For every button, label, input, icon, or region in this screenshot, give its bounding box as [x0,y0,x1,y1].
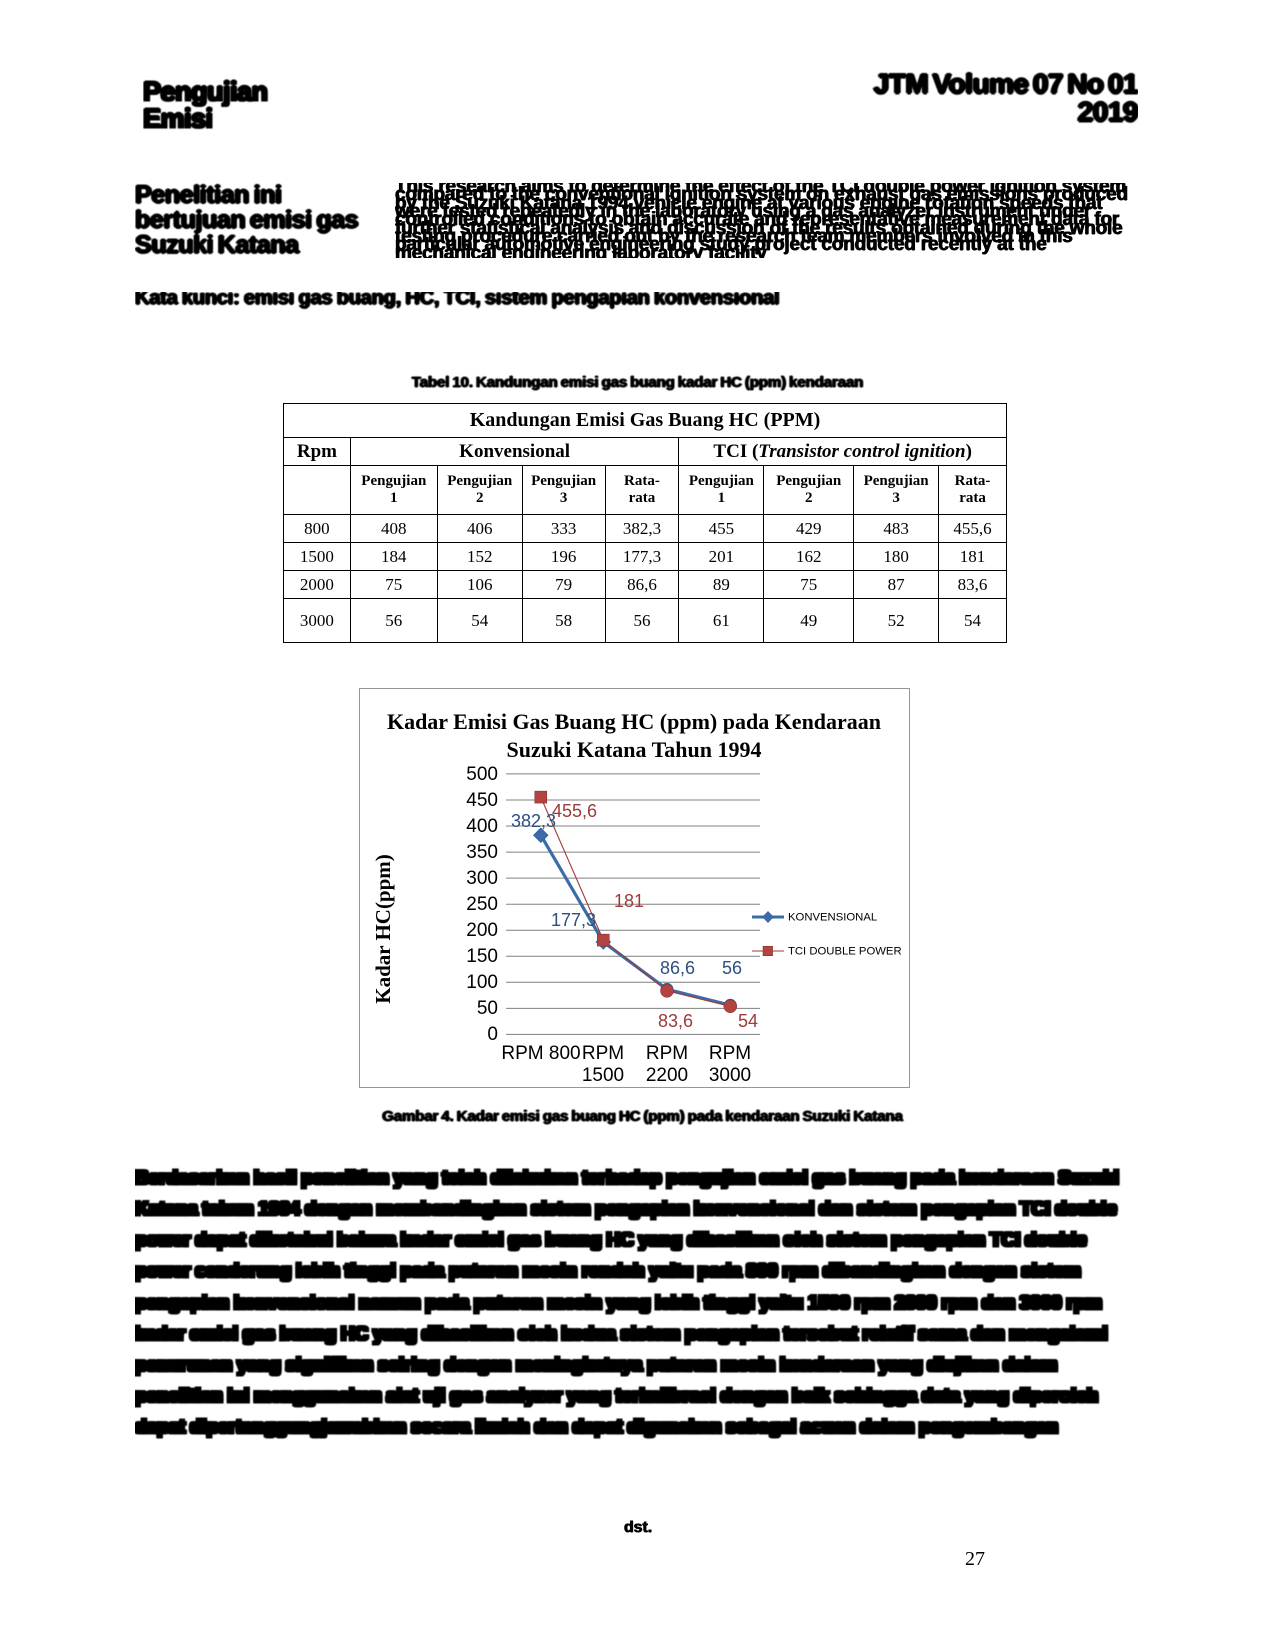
svg-text:455,6: 455,6 [552,801,597,821]
svg-text:200: 200 [466,920,498,941]
svg-text:382,3: 382,3 [511,811,556,831]
svg-text:TCI DOUBLE POWER: TCI DOUBLE POWER [788,946,902,958]
svg-text:RPM: RPM [646,1043,688,1064]
svg-text:Kadar HC(ppm): Kadar HC(ppm) [371,854,395,1004]
svg-text:250: 250 [466,894,498,915]
svg-text:0: 0 [487,1024,498,1045]
svg-text:350: 350 [466,842,498,863]
svg-text:86,6: 86,6 [660,958,695,978]
svg-text:RPM: RPM [709,1043,751,1064]
svg-text:54: 54 [738,1011,758,1031]
svg-text:3000: 3000 [709,1065,751,1086]
svg-text:83,6: 83,6 [658,1011,693,1031]
svg-text:400: 400 [466,816,498,837]
svg-text:RPM 800: RPM 800 [501,1043,580,1064]
svg-text:450: 450 [466,790,498,811]
svg-text:100: 100 [466,972,498,993]
svg-text:1500: 1500 [582,1065,624,1086]
svg-text:50: 50 [477,998,498,1019]
svg-text:KONVENSIONAL: KONVENSIONAL [788,912,877,924]
svg-text:300: 300 [466,868,498,889]
svg-text:Kadar Emisi Gas Buang HC (ppm: Kadar Emisi Gas Buang HC (ppm) pada Kend… [387,709,881,734]
svg-text:150: 150 [466,946,498,967]
svg-text:177,3: 177,3 [551,910,596,930]
svg-text:Suzuki Katana Tahun 1994: Suzuki Katana Tahun 1994 [507,737,762,762]
svg-text:2200: 2200 [646,1065,688,1086]
svg-text:RPM: RPM [582,1043,624,1064]
svg-text:56: 56 [722,958,742,978]
svg-text:500: 500 [466,764,498,785]
svg-text:181: 181 [614,891,644,911]
